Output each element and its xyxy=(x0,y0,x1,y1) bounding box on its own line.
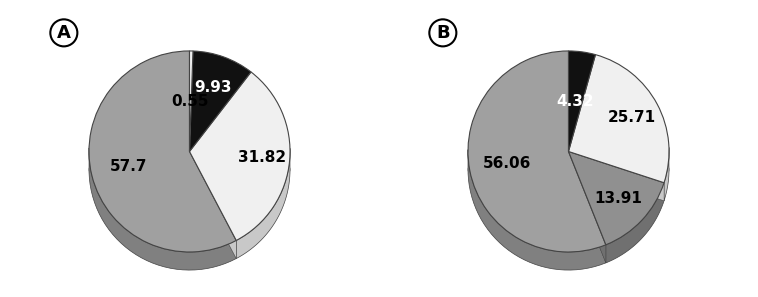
Ellipse shape xyxy=(89,144,290,195)
Polygon shape xyxy=(664,148,669,201)
Text: 13.91: 13.91 xyxy=(594,191,642,206)
Polygon shape xyxy=(568,151,664,201)
Wedge shape xyxy=(89,51,236,252)
Polygon shape xyxy=(190,151,236,259)
Text: 56.06: 56.06 xyxy=(483,156,531,171)
Text: 57.7: 57.7 xyxy=(110,159,148,174)
Text: 4.32: 4.32 xyxy=(556,94,594,109)
Ellipse shape xyxy=(468,144,669,195)
Polygon shape xyxy=(568,151,664,201)
Polygon shape xyxy=(236,148,290,259)
Text: B: B xyxy=(436,24,449,42)
Polygon shape xyxy=(568,151,606,263)
Polygon shape xyxy=(190,151,236,259)
Polygon shape xyxy=(89,148,236,270)
Wedge shape xyxy=(190,51,193,151)
Polygon shape xyxy=(568,151,606,263)
Polygon shape xyxy=(606,183,664,263)
Wedge shape xyxy=(568,151,664,245)
Text: 9.93: 9.93 xyxy=(194,80,231,95)
Text: 31.82: 31.82 xyxy=(237,150,286,165)
Wedge shape xyxy=(568,51,596,151)
Wedge shape xyxy=(190,72,290,241)
Polygon shape xyxy=(468,150,606,270)
Text: 25.71: 25.71 xyxy=(608,110,656,125)
Text: 0.55: 0.55 xyxy=(171,94,209,109)
Wedge shape xyxy=(468,51,606,252)
Wedge shape xyxy=(568,55,669,183)
Wedge shape xyxy=(190,51,251,151)
Text: A: A xyxy=(57,24,70,42)
